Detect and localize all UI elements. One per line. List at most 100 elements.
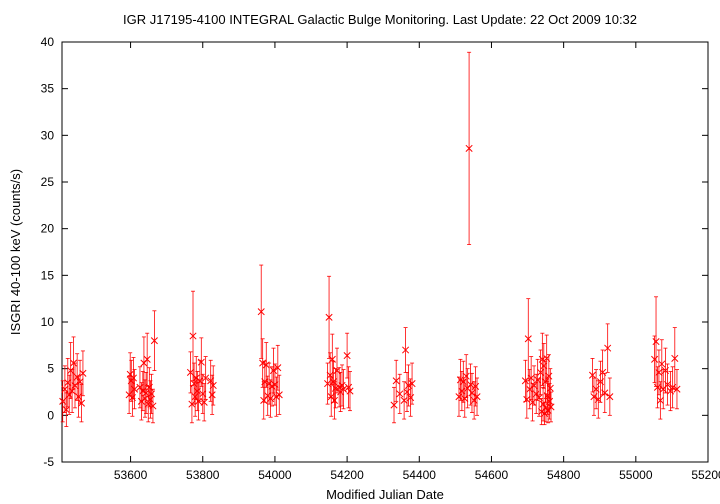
data-point [588,371,597,379]
data-point [601,389,609,397]
data-point [208,391,216,399]
data-point [458,387,466,395]
data-point [324,380,332,388]
data-point [532,390,540,398]
data-point [599,368,607,376]
data-point [651,355,659,363]
data-point [77,399,86,407]
data-point [470,396,478,404]
data-point [79,369,87,377]
x-tick-label: 54000 [258,468,292,482]
data-point [461,394,469,403]
data-point [199,390,207,398]
data-point [527,374,535,382]
data-point [523,395,531,404]
data-point [539,400,547,408]
data-point [192,374,200,382]
data-point [129,374,138,382]
data-point [536,368,545,376]
data-point [462,372,470,380]
data-point [538,355,546,363]
x-tick-label: 53800 [186,468,220,482]
data-point [658,360,666,368]
y-tick-label: 30 [41,128,55,142]
data-point [408,380,416,388]
data-point [344,383,353,391]
x-tick-label: 54800 [547,468,581,482]
data-point [59,397,67,405]
data-point [186,368,195,376]
data-point [137,397,145,405]
data-point [339,385,348,393]
data-point [257,308,265,316]
data-point [325,313,333,321]
data-point [64,379,72,387]
data-point [144,400,152,408]
data-point [652,338,660,346]
data-point [143,355,151,363]
data-point [604,344,612,352]
data-point [62,406,70,414]
data-point [61,385,69,393]
data-point [669,383,677,391]
error-bars [60,51,679,427]
data-point [472,382,480,390]
data-point [191,393,199,401]
data-point [343,352,351,360]
data-point [207,377,215,385]
data-point [656,396,664,404]
data-point [529,398,537,406]
data-point [541,378,549,386]
data-point [396,390,404,398]
data-point [267,394,275,403]
data-point [534,376,542,384]
data-point [407,394,415,402]
data-point [468,389,476,397]
data-point [76,378,84,386]
x-tick-label: 54600 [475,468,509,482]
y-tick-label: -5 [43,455,54,469]
data-points [59,144,681,418]
data-point [259,359,267,367]
data-point [400,396,408,404]
data-point [338,381,346,390]
data-point [275,391,283,399]
data-point [196,377,204,385]
data-point [128,394,136,402]
data-point [543,354,551,362]
data-point [67,366,75,375]
data-point [328,355,336,363]
y-tick-label: 20 [41,222,55,236]
data-point [535,394,543,402]
data-point [333,366,341,375]
data-point [75,393,83,401]
data-point [150,337,158,345]
x-tick-label: 54400 [403,468,437,482]
data-point [403,388,411,396]
data-point [189,332,197,340]
data-point [666,387,675,395]
data-point [68,387,76,395]
data-point [326,371,334,379]
y-tick-label: 5 [47,362,54,376]
data-point [596,378,605,386]
data-point [329,378,337,386]
data-point [466,380,475,389]
data-point [664,380,672,389]
data-point [269,366,278,375]
data-point [390,401,398,409]
data-point [262,361,270,369]
data-point [540,362,548,370]
data-point [147,390,156,398]
data-point [546,397,554,405]
data-point [271,380,279,389]
data-point [594,395,602,404]
data-point [547,403,555,411]
data-point [653,383,662,391]
y-tick-label: 40 [41,35,55,49]
data-point [455,393,463,401]
data-point [465,144,473,152]
data-point [73,373,81,381]
data-point [546,384,554,392]
data-point [590,393,598,401]
